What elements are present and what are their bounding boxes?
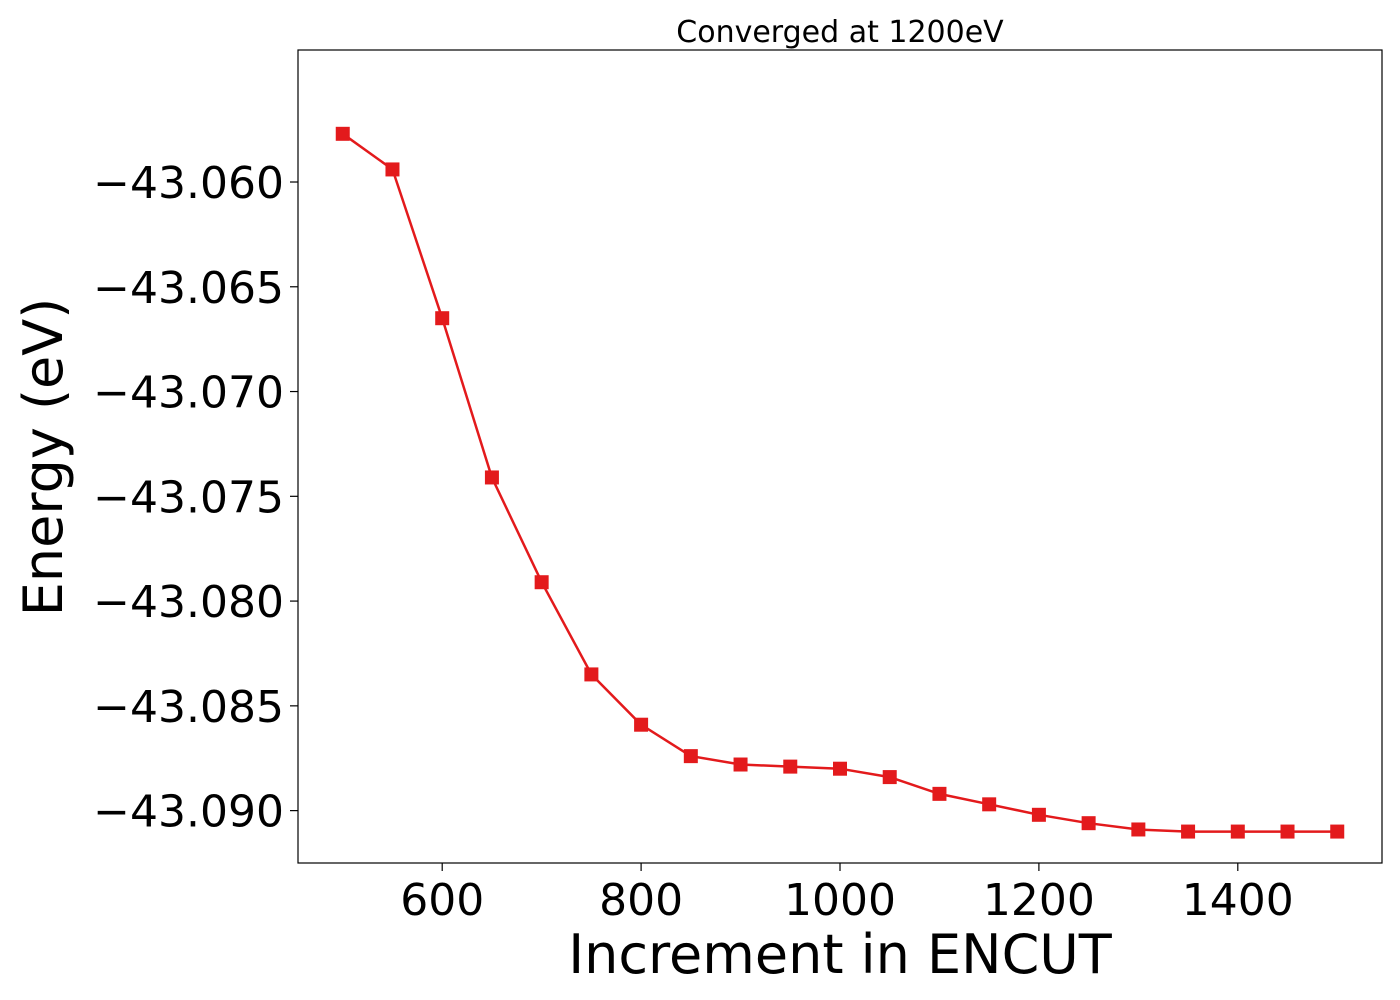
data-point-marker [1131,822,1146,837]
plot-area-frame [297,49,1383,864]
y-tick-label: −43.065 [93,263,284,314]
data-point-marker [783,759,798,774]
y-tick-label: −43.085 [93,682,284,733]
data-point-marker [1031,807,1046,822]
x-tick-label: 1000 [784,875,896,926]
y-tick-label: −43.075 [93,472,284,523]
data-point-marker [683,749,698,764]
data-point-marker [584,667,599,682]
y-axis-label: Energy (eV) [12,298,75,617]
data-point-marker [534,575,549,590]
y-tick-label: −43.080 [93,577,284,628]
data-point-marker [733,757,748,772]
x-tick-label: 1200 [983,875,1095,926]
data-point-marker [634,717,649,732]
data-point-marker [335,126,350,141]
data-point-marker [882,770,897,785]
x-axis-ticks: 600 800 1000 1200 1400 [400,863,1294,926]
x-tick-label: 800 [599,875,683,926]
x-tick-label: 600 [400,875,484,926]
x-tick-label: 1400 [1182,875,1294,926]
series-markers [335,126,1345,839]
data-point-marker [833,761,847,776]
y-tick-label: −43.060 [93,158,284,209]
data-point-marker [484,470,499,485]
data-point-marker [982,797,997,812]
y-tick-label: −43.090 [93,787,284,838]
y-axis-ticks: −43.060 −43.065 −43.070 −43.075 −43.080 −43.0… [93,158,298,838]
data-point-marker [1181,824,1196,839]
data-point-marker [385,162,400,177]
x-axis-label: Increment in ENCUT [568,923,1113,986]
y-tick-label: −43.070 [93,368,284,419]
data-point-marker [1230,824,1245,839]
data-point-marker [435,311,450,326]
data-point-marker [932,786,947,801]
chart-title: Converged at 1200eV [676,15,1004,50]
data-point-marker [1330,824,1345,839]
data-point-marker [1081,816,1096,831]
data-point-marker [1280,824,1295,839]
